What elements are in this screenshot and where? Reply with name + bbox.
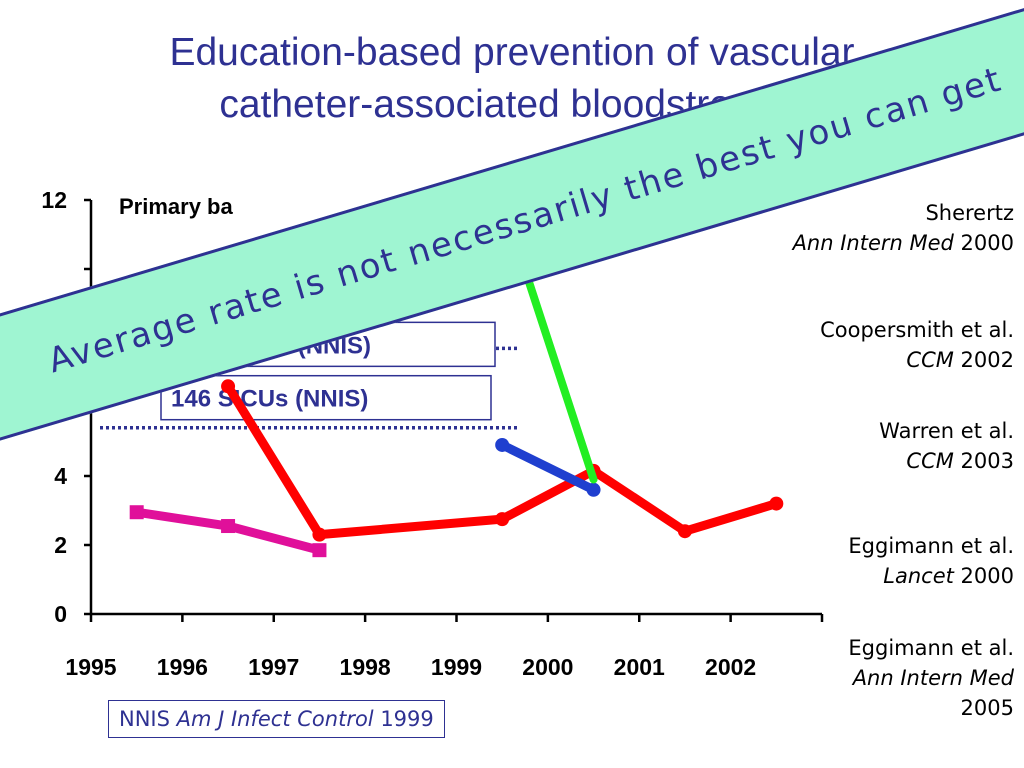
x-tick-label: 2001 bbox=[614, 654, 665, 680]
ref-journal: CCM bbox=[906, 449, 954, 473]
x-tick-label: 1997 bbox=[248, 654, 299, 680]
series-point bbox=[221, 519, 236, 534]
ref-journal: Ann Intern Med bbox=[852, 666, 1014, 690]
y-tick-label: 4 bbox=[54, 463, 67, 489]
series-line bbox=[497, 440, 599, 495]
series-point bbox=[129, 505, 144, 520]
ref-line1: Coopersmith et al. bbox=[820, 318, 1014, 342]
ref-warren: Warren et al. CCM 2003 bbox=[879, 416, 1014, 476]
y-tick-label: 12 bbox=[41, 187, 67, 213]
x-tick-label: 1995 bbox=[65, 654, 116, 680]
nnis-source-box: NNIS Am J Infect Control 1999 bbox=[108, 700, 445, 738]
nnis-journal: Am J Infect Control bbox=[176, 707, 374, 731]
series-point bbox=[677, 524, 692, 539]
x-tick-label: 2000 bbox=[522, 654, 573, 680]
ref-line1: Sherertz bbox=[925, 201, 1014, 225]
series-point bbox=[495, 512, 510, 527]
reference-label: 146 SICUs (NNIS) bbox=[171, 386, 368, 413]
series-point bbox=[495, 437, 510, 452]
ref-journal: Lancet bbox=[883, 564, 954, 588]
x-tick-label: 2002 bbox=[705, 654, 756, 680]
series-point bbox=[769, 496, 784, 511]
y-tick-label: 2 bbox=[54, 532, 67, 558]
ref-line3: 2005 bbox=[960, 696, 1014, 720]
ref-sherertz: Sherertz Ann Intern Med 2000 bbox=[793, 198, 1014, 258]
series-line bbox=[223, 381, 781, 540]
nnis-prefix: NNIS bbox=[119, 707, 177, 731]
ref-journal: CCM bbox=[906, 348, 954, 372]
x-tick-label: 1996 bbox=[157, 654, 208, 680]
series-point bbox=[221, 379, 236, 394]
series-point bbox=[312, 543, 327, 558]
slide-title-line-1: Education-based prevention of vascular bbox=[169, 31, 855, 74]
ref-year: 2000 bbox=[953, 564, 1014, 588]
x-tick-label: 1999 bbox=[431, 654, 482, 680]
series-point bbox=[312, 527, 327, 542]
ref-line1: Eggimann et al. bbox=[848, 534, 1014, 558]
x-tick-label: 1998 bbox=[340, 654, 391, 680]
reference-label-box bbox=[160, 374, 492, 421]
ref-year: 2002 bbox=[953, 348, 1014, 372]
chart-title: Primary ba bbox=[119, 194, 233, 219]
ref-eggimann-aim: Eggimann et al. Ann Intern Med 2005 bbox=[848, 633, 1014, 723]
series-point bbox=[586, 482, 601, 497]
ref-year: 2000 bbox=[953, 231, 1014, 255]
ref-eggimann-lancet: Eggimann et al. Lancet 2000 bbox=[848, 531, 1014, 591]
ref-year: 2003 bbox=[953, 449, 1014, 473]
nnis-year: 1999 bbox=[373, 707, 434, 731]
y-tick-label: 0 bbox=[54, 601, 67, 627]
ref-line1: Warren et al. bbox=[879, 419, 1014, 443]
ref-line1: Eggimann et al. bbox=[848, 636, 1014, 660]
ref-coopersmith: Coopersmith et al. CCM 2002 bbox=[820, 315, 1014, 375]
ref-journal: Ann Intern Med bbox=[792, 231, 954, 255]
